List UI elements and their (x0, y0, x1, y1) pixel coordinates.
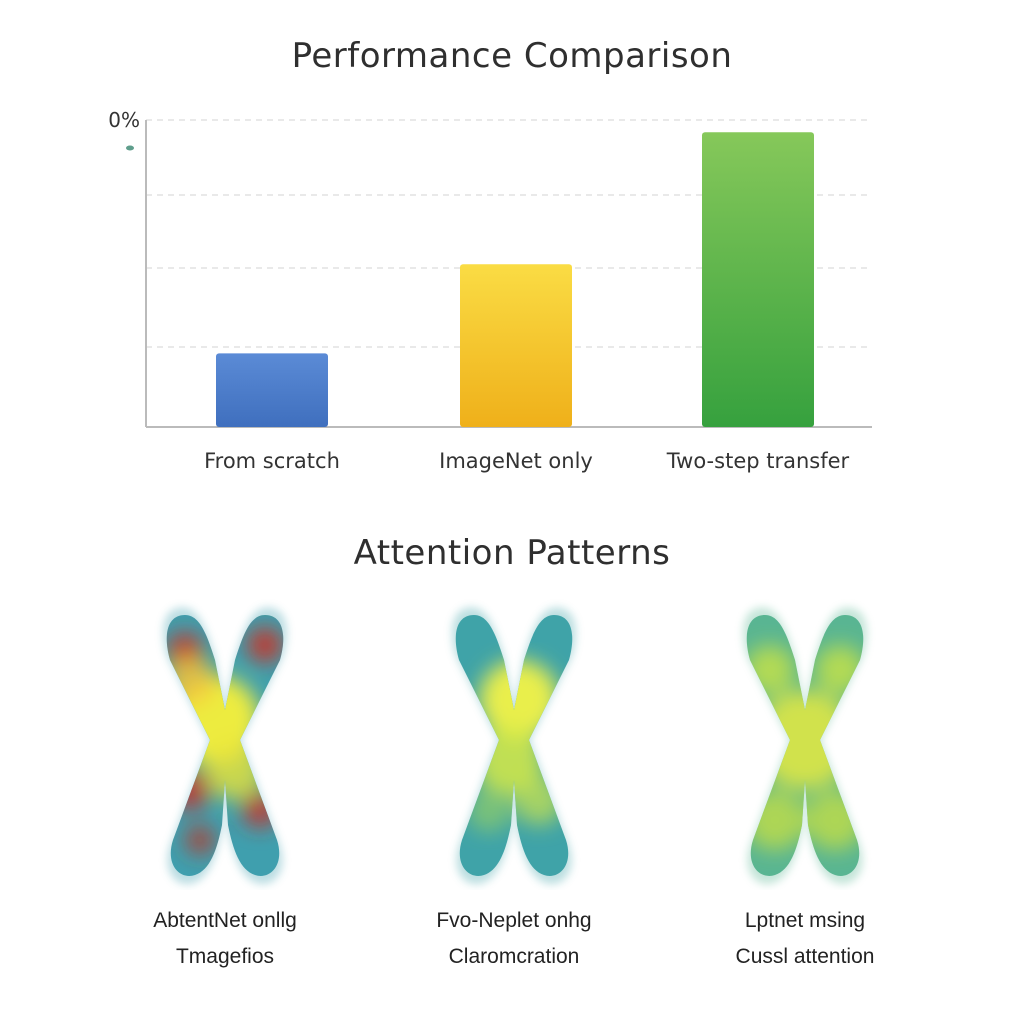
attention-maps (163, 607, 867, 885)
attention-caption: Lptnet msing Cussl attention (675, 903, 935, 975)
caption-line-2: Cussl attention (735, 945, 875, 968)
caption-line-1: AbtentNet onllg (153, 909, 297, 932)
x-tick-label: Two-step transfer (666, 449, 850, 473)
caption-line-2: Claromcration (448, 945, 580, 968)
y-tick-label: 0% (108, 108, 140, 132)
caption-line-2: Tmagefios (175, 945, 275, 968)
caption-line-1: Lptnet msing (744, 909, 866, 932)
legend-dot (126, 145, 134, 151)
x-tick-label: From scratch (204, 449, 340, 473)
bar (460, 264, 572, 427)
chart-title: Performance Comparison (291, 36, 733, 76)
bar-chart: 0% From scratch ImageNet only Two-step tra… (108, 108, 872, 473)
caption-line-1: Fvo-Neplet onhg (436, 909, 592, 932)
attention-title: Attention Patterns (353, 533, 671, 573)
chromosome-attention-map (452, 607, 576, 885)
attention-caption: AbtentNet onllg Tmagefios (95, 903, 355, 975)
chromosome-attention-map (163, 607, 287, 885)
bar (702, 132, 814, 427)
chromosome-attention-map (743, 607, 867, 885)
attention-caption: Fvo-Neplet onhg Claromcration (384, 903, 644, 975)
x-tick-label: ImageNet only (439, 449, 593, 473)
bar (216, 353, 328, 427)
